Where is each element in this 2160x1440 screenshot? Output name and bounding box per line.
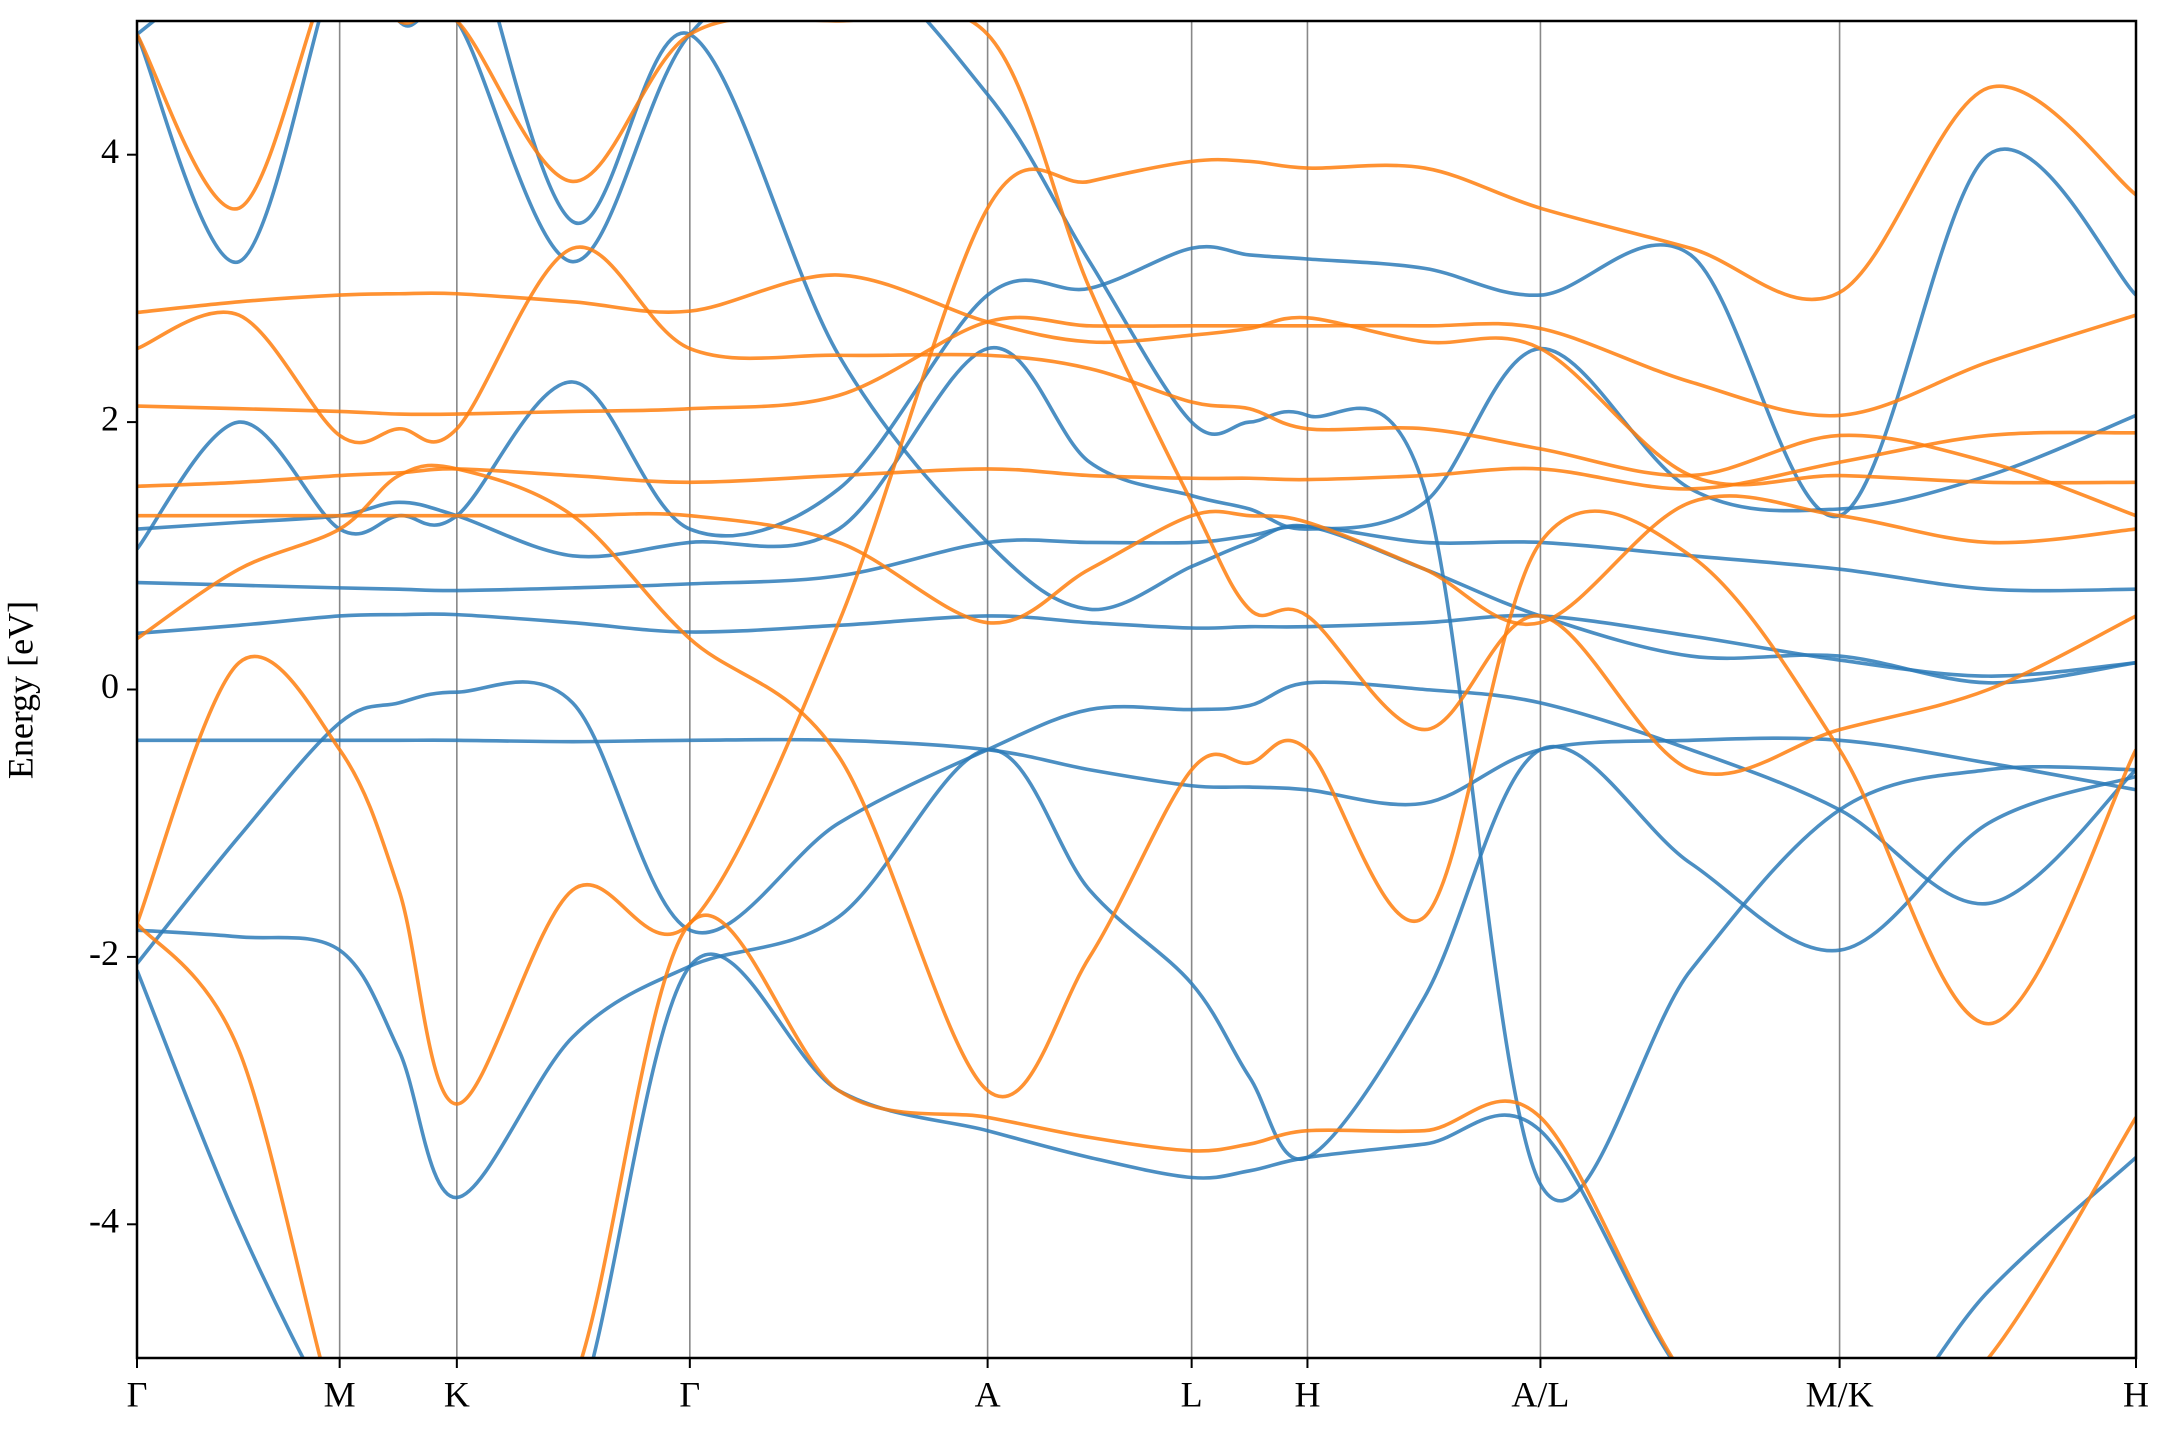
x-tick-label: H [2123,1374,2149,1414]
y-tick-label: 0 [101,666,119,706]
band-line [137,147,2136,551]
band-line [137,21,2136,776]
band-line [137,21,2136,685]
band-line [137,346,2136,559]
x-tick-label: H [1294,1374,1320,1414]
band-line [137,494,2136,627]
x-tick-label: L [1181,1374,1203,1414]
bands [137,21,2136,1358]
band-line [137,913,2136,1358]
band-line [137,430,2136,491]
x-tick-label: A/L [1511,1374,1569,1414]
x-tick-label: Γ [679,1374,700,1414]
band-line [137,952,2136,1358]
band-line [137,744,2136,1200]
band-line [137,313,2136,418]
plot-frame [135,19,2138,1360]
band-line [137,736,2136,807]
band-line [137,245,2136,518]
x-tick-label: Γ [127,1374,148,1414]
y-axis-label: Energy [eV] [0,601,40,779]
y-tick-label: -2 [89,933,119,973]
grid [136,21,2137,1358]
band-line [137,612,2136,678]
y-tick-label: 4 [101,131,119,171]
band-line [137,680,2136,965]
x-tick-label: M [324,1374,356,1414]
band-line [137,84,2136,1106]
y-tick-label: -4 [89,1201,119,1241]
x-tick-label: K [444,1374,470,1414]
x-tick-label: A [975,1374,1001,1414]
band-line [137,21,2136,1203]
band-line [137,524,2136,593]
axes: -4 -2 0 2 4 Γ M K Γ A L H A/L M/K H [89,131,2149,1414]
y-tick-label: 2 [101,398,119,438]
x-tick-label: M/K [1806,1374,1874,1414]
band-line [137,273,2136,487]
band-line [137,463,2136,1099]
